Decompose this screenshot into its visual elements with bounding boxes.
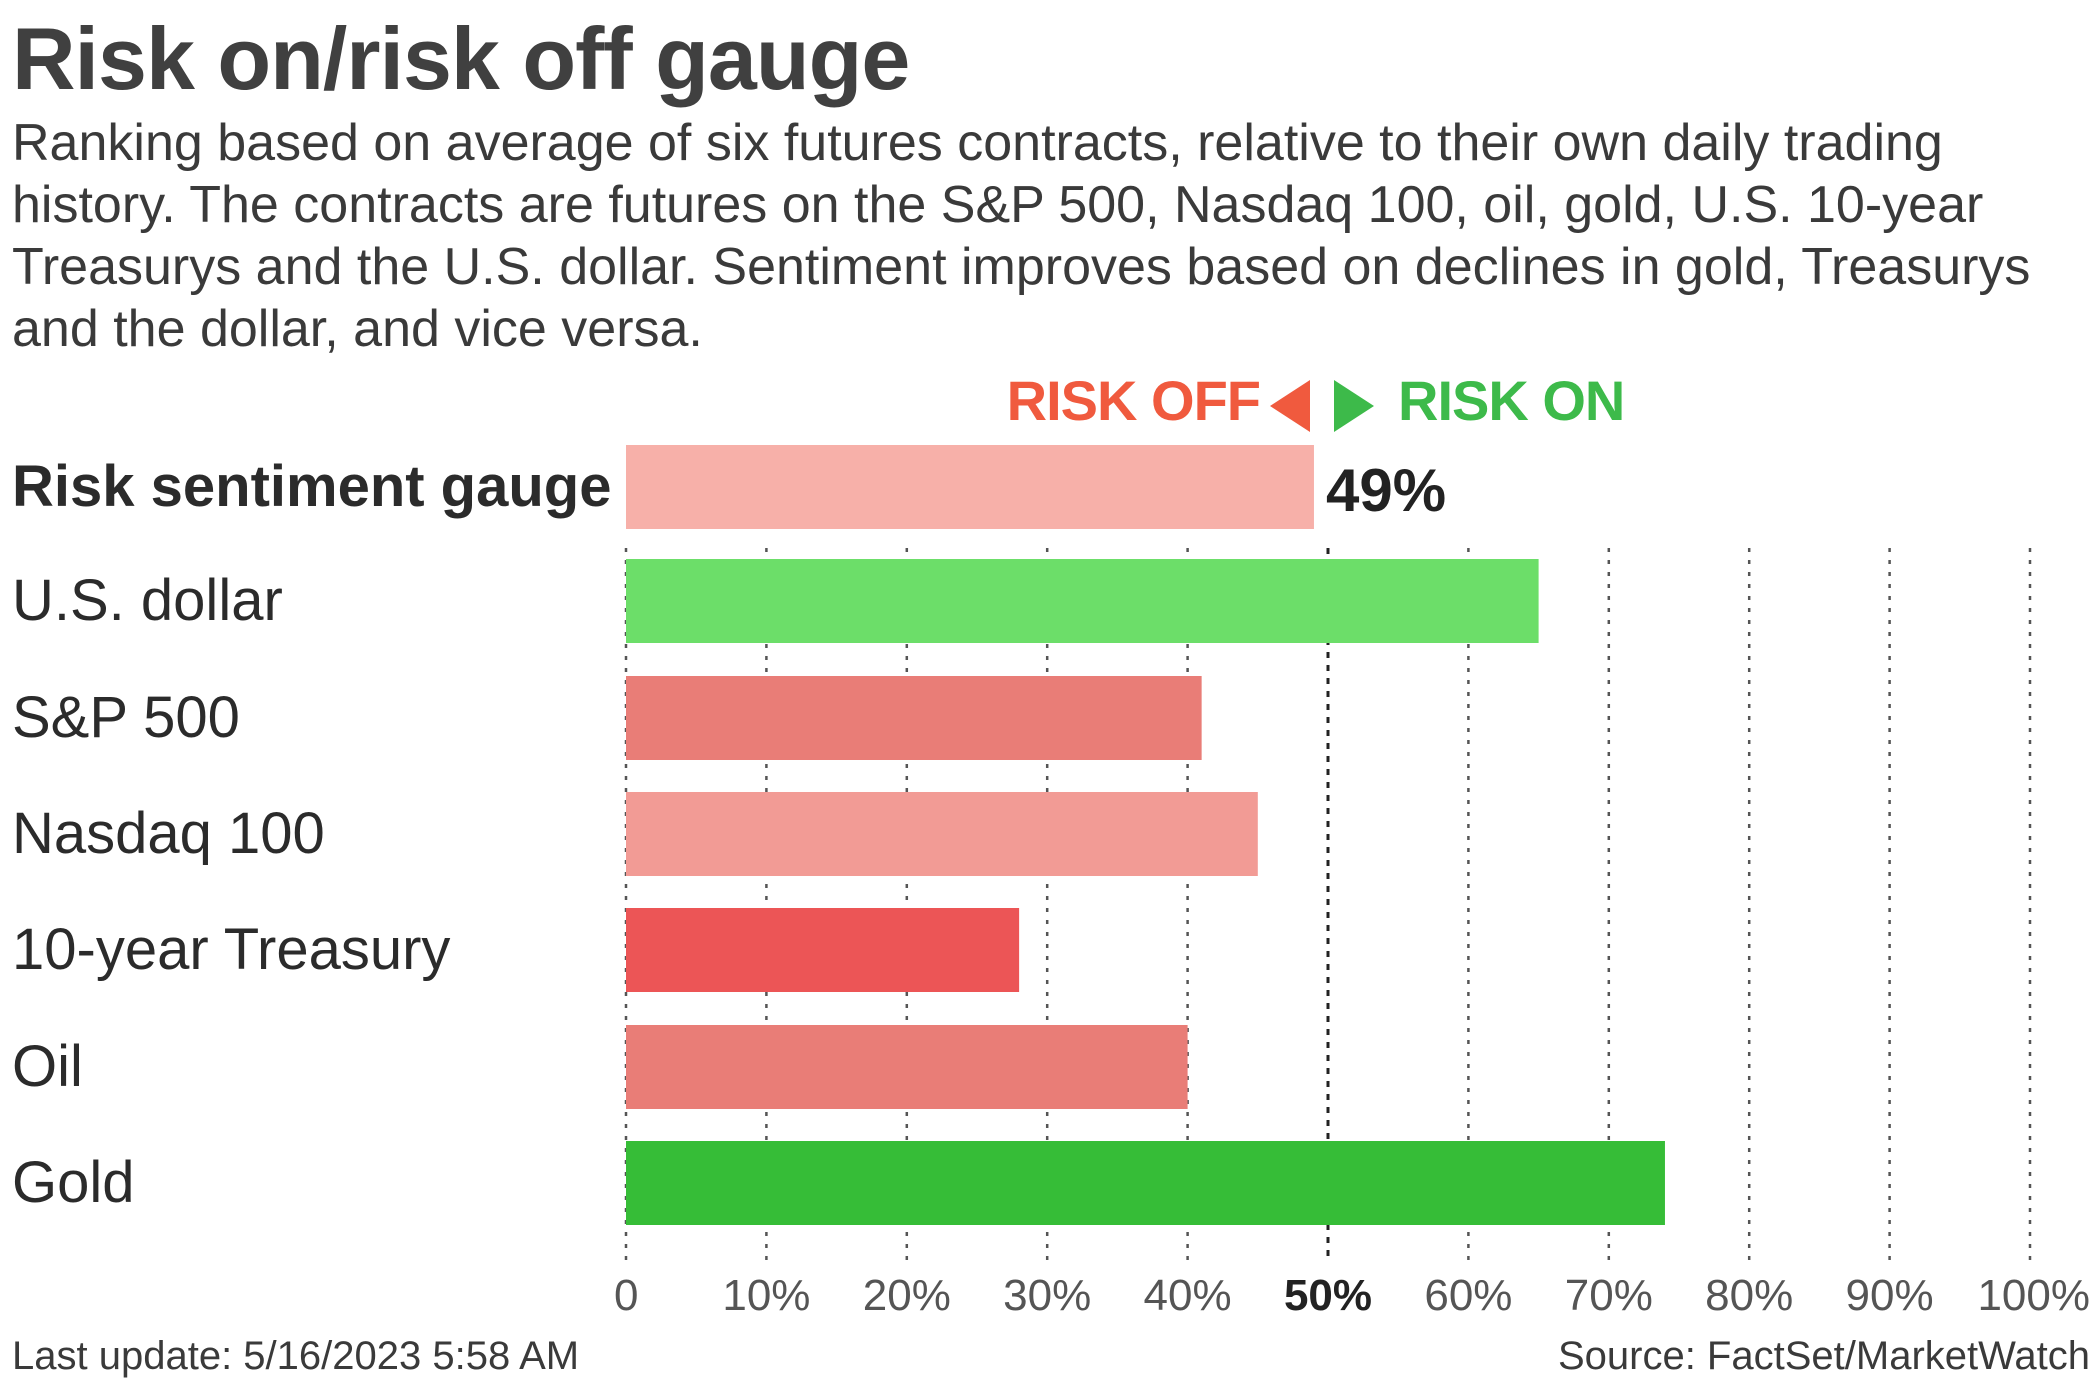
bar-2 <box>626 676 1202 760</box>
legend-arrows <box>1270 380 1374 432</box>
bar-1 <box>626 559 1539 643</box>
category-label-5: Oil <box>12 1034 83 1099</box>
bar-3 <box>626 792 1258 876</box>
x-tick-label-50: 50% <box>1284 1271 1372 1320</box>
x-tick-label-10: 10% <box>722 1271 810 1320</box>
category-label-4: 10-year Treasury <box>12 917 450 982</box>
category-label-0: Risk sentiment gauge <box>12 454 611 519</box>
category-label-2: S&P 500 <box>12 685 240 750</box>
source-credit: Source: FactSet/MarketWatch <box>1557 1334 2090 1378</box>
last-update: Last update: 5/16/2023 5:58 AM <box>12 1334 580 1378</box>
x-tick-label-100: 100% <box>1977 1271 2090 1320</box>
risk-on-arrow-icon <box>1334 380 1374 432</box>
category-label-6: Gold <box>12 1150 135 1215</box>
chart-subtitle: Ranking based on average of six futures … <box>12 114 2031 358</box>
x-tick-label-60: 60% <box>1424 1271 1512 1320</box>
x-tick-label-20: 20% <box>863 1271 951 1320</box>
bar-5 <box>626 1025 1188 1109</box>
x-tick-label-80: 80% <box>1705 1271 1793 1320</box>
x-tick-label-40: 40% <box>1144 1271 1232 1320</box>
risk-on-label: RISK ON <box>1398 369 1625 432</box>
gauge-value-label: 49% <box>1326 457 1446 524</box>
bar-4 <box>626 908 1020 992</box>
risk-off-arrow-icon <box>1270 380 1310 432</box>
category-label-3: Nasdaq 100 <box>12 801 325 866</box>
x-tick-label-0: 0 <box>614 1271 638 1320</box>
bar-0 <box>626 445 1314 529</box>
x-tick-label-90: 90% <box>1846 1271 1934 1320</box>
bar-6 <box>626 1141 1665 1225</box>
x-tick-label-30: 30% <box>1003 1271 1091 1320</box>
category-label-1: U.S. dollar <box>12 568 283 633</box>
risk-off-label: RISK OFF <box>1006 369 1261 432</box>
x-tick-label-70: 70% <box>1565 1271 1653 1320</box>
chart-title: Risk on/risk off gauge <box>12 9 910 108</box>
